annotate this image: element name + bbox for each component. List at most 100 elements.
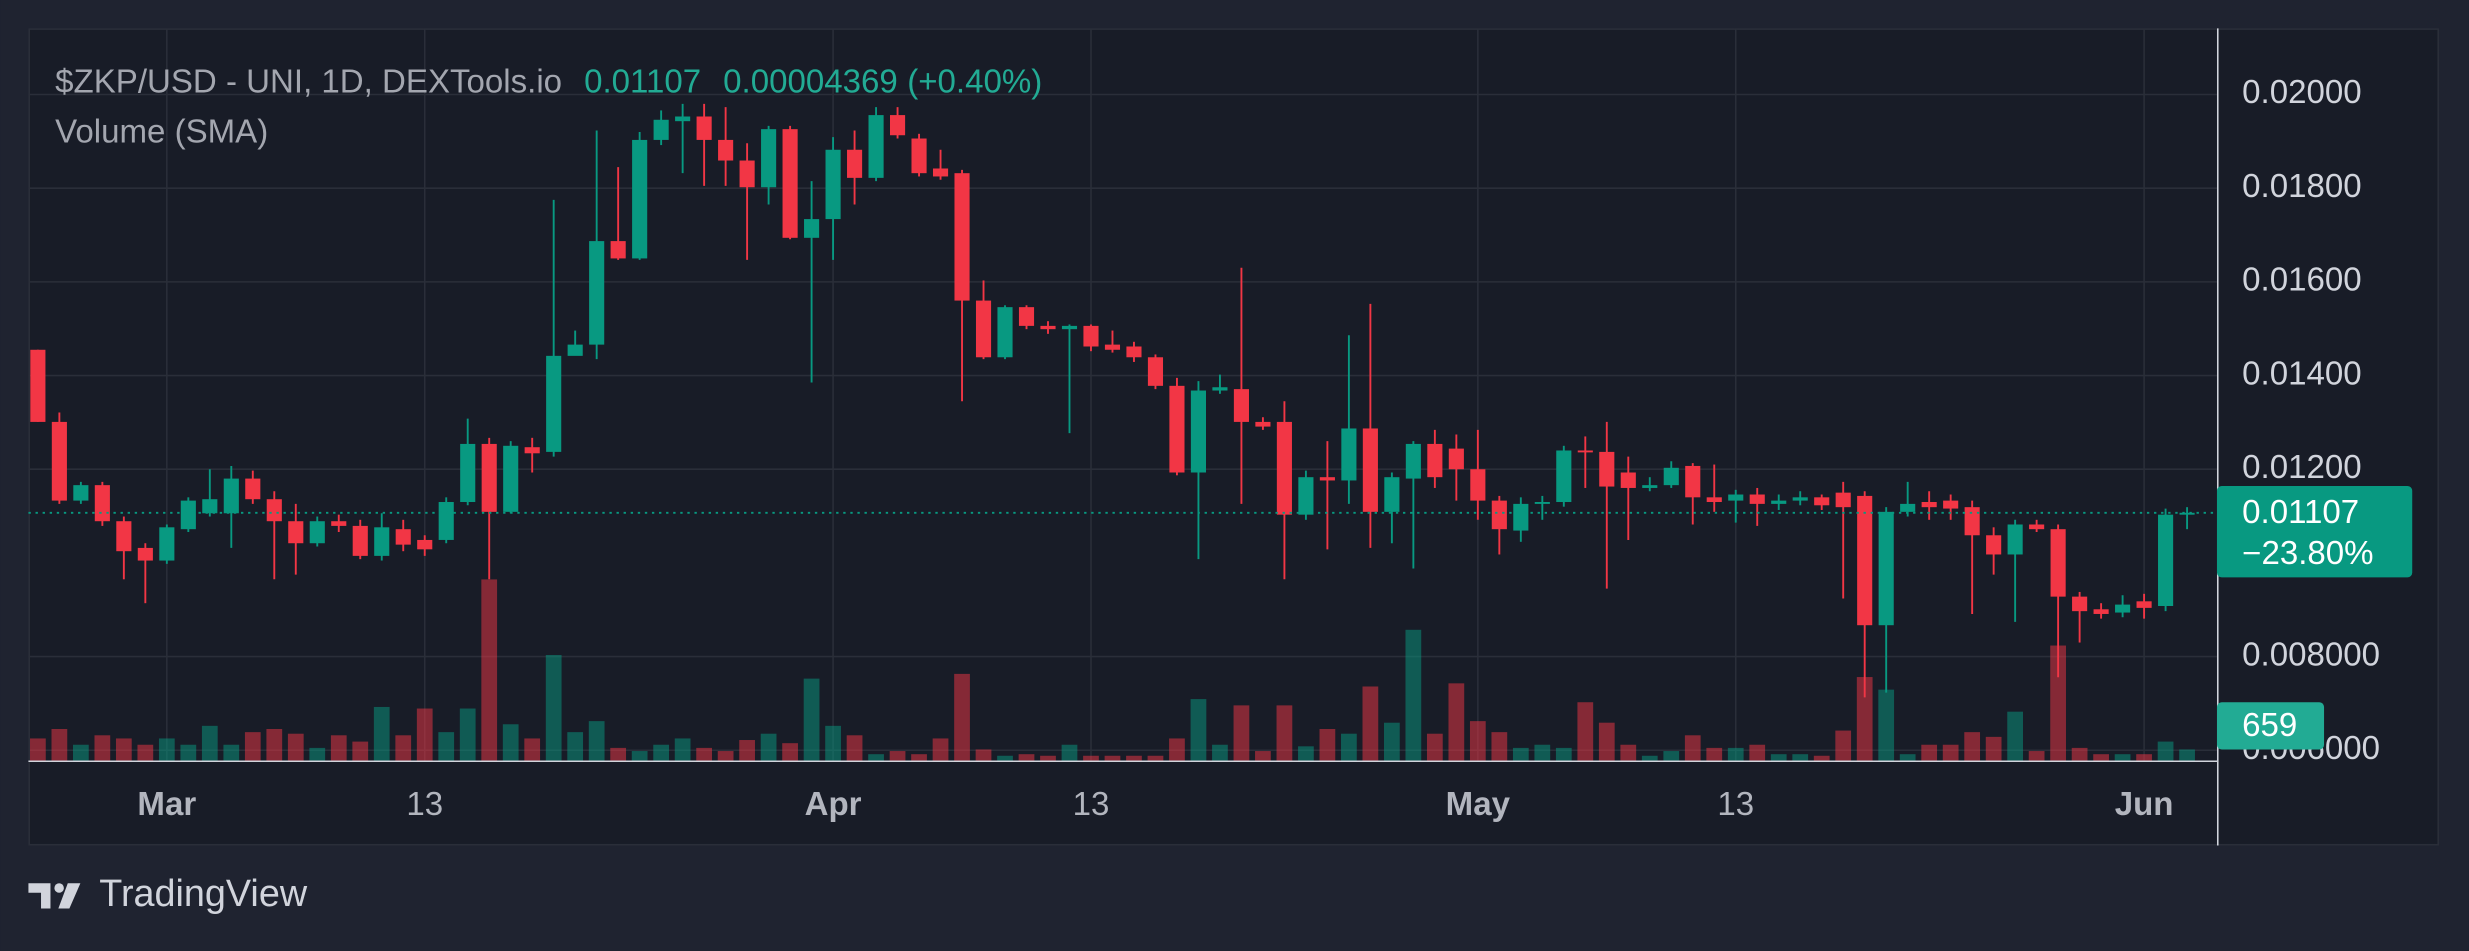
candle-body: [1943, 500, 1959, 509]
volume-bar: [502, 724, 519, 761]
volume-bar: [1061, 744, 1078, 761]
candle-body: [159, 527, 175, 561]
y-tick-label: 0.01400: [2242, 355, 2361, 392]
volume-bar: [1577, 702, 1594, 761]
x-tick-label: Apr: [805, 786, 862, 823]
candle-body: [1190, 390, 1207, 473]
candle-body: [1792, 497, 1808, 501]
candle-body: [331, 521, 347, 526]
volume-bar: [1641, 755, 1658, 761]
candle-body: [2007, 524, 2023, 555]
candle-body: [1620, 472, 1636, 488]
volume-bar: [545, 654, 562, 761]
volume-bar: [1126, 755, 1142, 761]
volume-bar: [868, 754, 884, 761]
candle-body: [223, 478, 239, 514]
volume-bar: [1942, 744, 1959, 761]
candle-body: [1448, 448, 1464, 470]
volume-bar: [1104, 755, 1121, 761]
volume-bar: [1383, 722, 1400, 761]
candle-body: [1169, 385, 1185, 473]
candle-body: [2072, 596, 2088, 612]
volume-bar: [588, 721, 605, 761]
volume-bar: [760, 733, 777, 761]
volume-bar: [1147, 755, 1164, 761]
volume-bar: [1469, 721, 1486, 761]
candle-body: [1986, 535, 2002, 555]
candle-body: [1814, 497, 1830, 506]
volume-bar: [2093, 754, 2109, 761]
volume-layer: [30, 579, 2195, 761]
volume-bar: [1555, 747, 1572, 761]
candle-body: [825, 149, 841, 220]
last-close: 0.01107: [584, 63, 701, 100]
candle-layer: [28, 103, 2217, 698]
volume-bar: [567, 732, 584, 761]
logo-slash: [58, 883, 81, 909]
price-label: 0.01107: [2242, 494, 2359, 531]
volume-bar: [309, 747, 326, 761]
volume-bar: [2114, 754, 2131, 761]
volume-bar: [1362, 686, 1379, 761]
candle-body: [610, 241, 626, 259]
volume-bar: [1620, 744, 1637, 761]
volume-bar: [739, 740, 755, 761]
volume-bar: [1878, 689, 1895, 761]
volume-bar: [2179, 749, 2195, 761]
volume-bar: [2050, 645, 2066, 761]
volume-bar: [1405, 629, 1422, 761]
y-tick-label: 0.01600: [2242, 262, 2361, 299]
x-tick-label: 13: [1717, 786, 1754, 823]
candle-body: [675, 116, 691, 122]
volume-bar: [1770, 754, 1787, 761]
brand-logo: [28, 883, 81, 909]
volume-bar: [2007, 711, 2024, 761]
chart-title: $ZKP/USD - UNI, 1D, DEXTools.io: [55, 63, 562, 100]
candle-body: [997, 307, 1013, 358]
candle-body: [1018, 307, 1035, 326]
candle-body: [1900, 503, 1916, 512]
candle-body: [1319, 477, 1335, 481]
volume-bar: [1190, 699, 1207, 761]
volume-bar: [201, 725, 218, 761]
candle-body: [1534, 502, 1550, 504]
candle-body: [266, 499, 282, 522]
candle-body: [889, 115, 906, 136]
candle-body: [1147, 357, 1164, 386]
candle-body: [1749, 494, 1765, 504]
volume-bar: [524, 738, 541, 761]
label-layer: 0.02000 0.01800 0.01600 0.01400 0.01200 0.008…: [137, 74, 2413, 823]
volume-label-box: [2216, 702, 2325, 750]
x-tick-label: 13: [1073, 786, 1110, 823]
candle-body: [1040, 325, 1056, 330]
candle-body: [2158, 514, 2174, 606]
logo-mark: [28, 883, 51, 909]
volume-bar: [244, 732, 261, 761]
candle-body: [1341, 428, 1357, 481]
volume-bar: [932, 738, 949, 761]
volume-bar: [846, 735, 863, 761]
candle-body: [51, 421, 67, 501]
candle-body: [1771, 500, 1787, 504]
candle-body: [932, 168, 949, 177]
candle-body: [1706, 497, 1722, 503]
candle-body: [1577, 450, 1593, 453]
volume-bar: [395, 735, 412, 761]
volume-bar: [30, 738, 46, 761]
volume-bar: [1512, 747, 1529, 761]
candle-body: [1599, 451, 1615, 487]
candle-body: [739, 160, 755, 188]
y-tick-label: 0.008000: [2242, 636, 2380, 673]
candle-body: [847, 149, 863, 178]
volume-bar: [696, 747, 713, 761]
volume-bar: [1856, 677, 1873, 761]
volume-bar: [438, 732, 455, 761]
y-tick-label: 0.01200: [2242, 449, 2361, 486]
change: 0.00004369: [723, 63, 898, 100]
candle-body: [309, 521, 325, 544]
volume-bar: [1835, 730, 1852, 761]
volume-bar: [158, 738, 175, 761]
volume-bar: [1426, 733, 1443, 761]
volume-bar: [115, 738, 132, 761]
candle-body: [804, 219, 820, 238]
